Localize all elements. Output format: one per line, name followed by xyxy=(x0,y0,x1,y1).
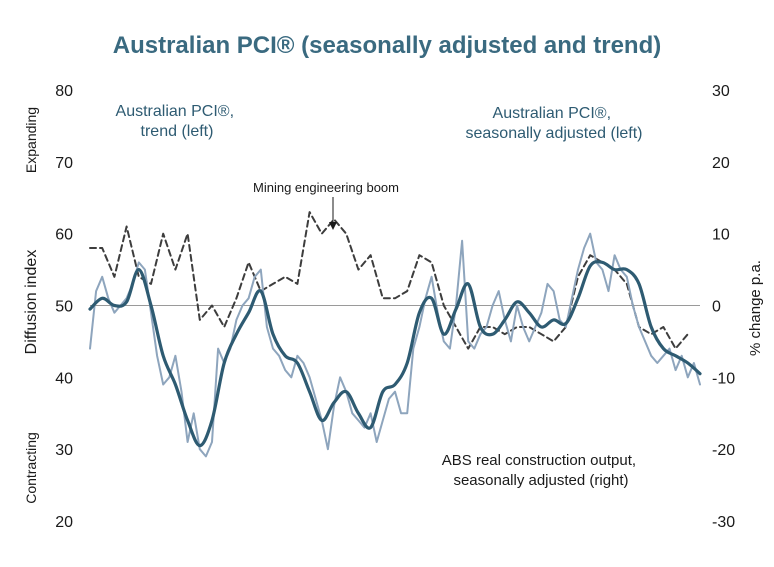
right-tick-label: -30 xyxy=(712,514,735,531)
sa-label-line1: Australian PCI®, xyxy=(493,105,612,122)
left-tick-label: 30 xyxy=(55,442,73,459)
left-tick-label: 70 xyxy=(55,155,73,172)
sa-label-line2: seasonally adjusted (left) xyxy=(466,125,643,142)
mining-boom-annotation: Mining engineering boom xyxy=(253,180,399,195)
chart-title: Australian PCI® (seasonally adjusted and… xyxy=(113,32,661,59)
left-tick-label: 60 xyxy=(55,227,73,244)
left-tick-label: 40 xyxy=(55,370,73,387)
mining-boom-arrowhead xyxy=(329,222,337,230)
expanding-label: Expanding xyxy=(23,107,39,173)
trend-label-line2: trend (left) xyxy=(141,123,214,140)
right-tick-label: -10 xyxy=(712,370,735,387)
right-tick-label: 0 xyxy=(712,299,721,316)
contracting-label: Contracting xyxy=(23,432,39,504)
right-tick-label: 30 xyxy=(712,83,730,100)
right-axis-title: % change p.a. xyxy=(747,260,764,356)
pci-trend-line xyxy=(88,260,702,448)
right-tick-label: -20 xyxy=(712,442,735,459)
abs-series-label: ABS real construction output, seasonally… xyxy=(442,452,640,489)
pci-seasonally-adjusted-line xyxy=(89,232,701,458)
abs-label-line1: ABS real construction output, xyxy=(442,452,636,469)
left-tick-label: 80 xyxy=(55,83,73,100)
left-tick-label: 20 xyxy=(55,514,73,531)
trend-label-line1: Australian PCI®, xyxy=(116,103,235,120)
abs-construction-output-line xyxy=(89,211,689,350)
right-tick-label: 20 xyxy=(712,155,730,172)
trend-series-label: Australian PCI®, trend (left) xyxy=(116,103,239,140)
right-tick-label: 10 xyxy=(712,227,730,244)
left-tick-label: 50 xyxy=(55,299,73,316)
left-axis-title: Diffusion index xyxy=(23,250,40,355)
sa-series-label: Australian PCI®, seasonally adjusted (le… xyxy=(466,105,643,142)
abs-label-line2: seasonally adjusted (right) xyxy=(453,472,628,489)
